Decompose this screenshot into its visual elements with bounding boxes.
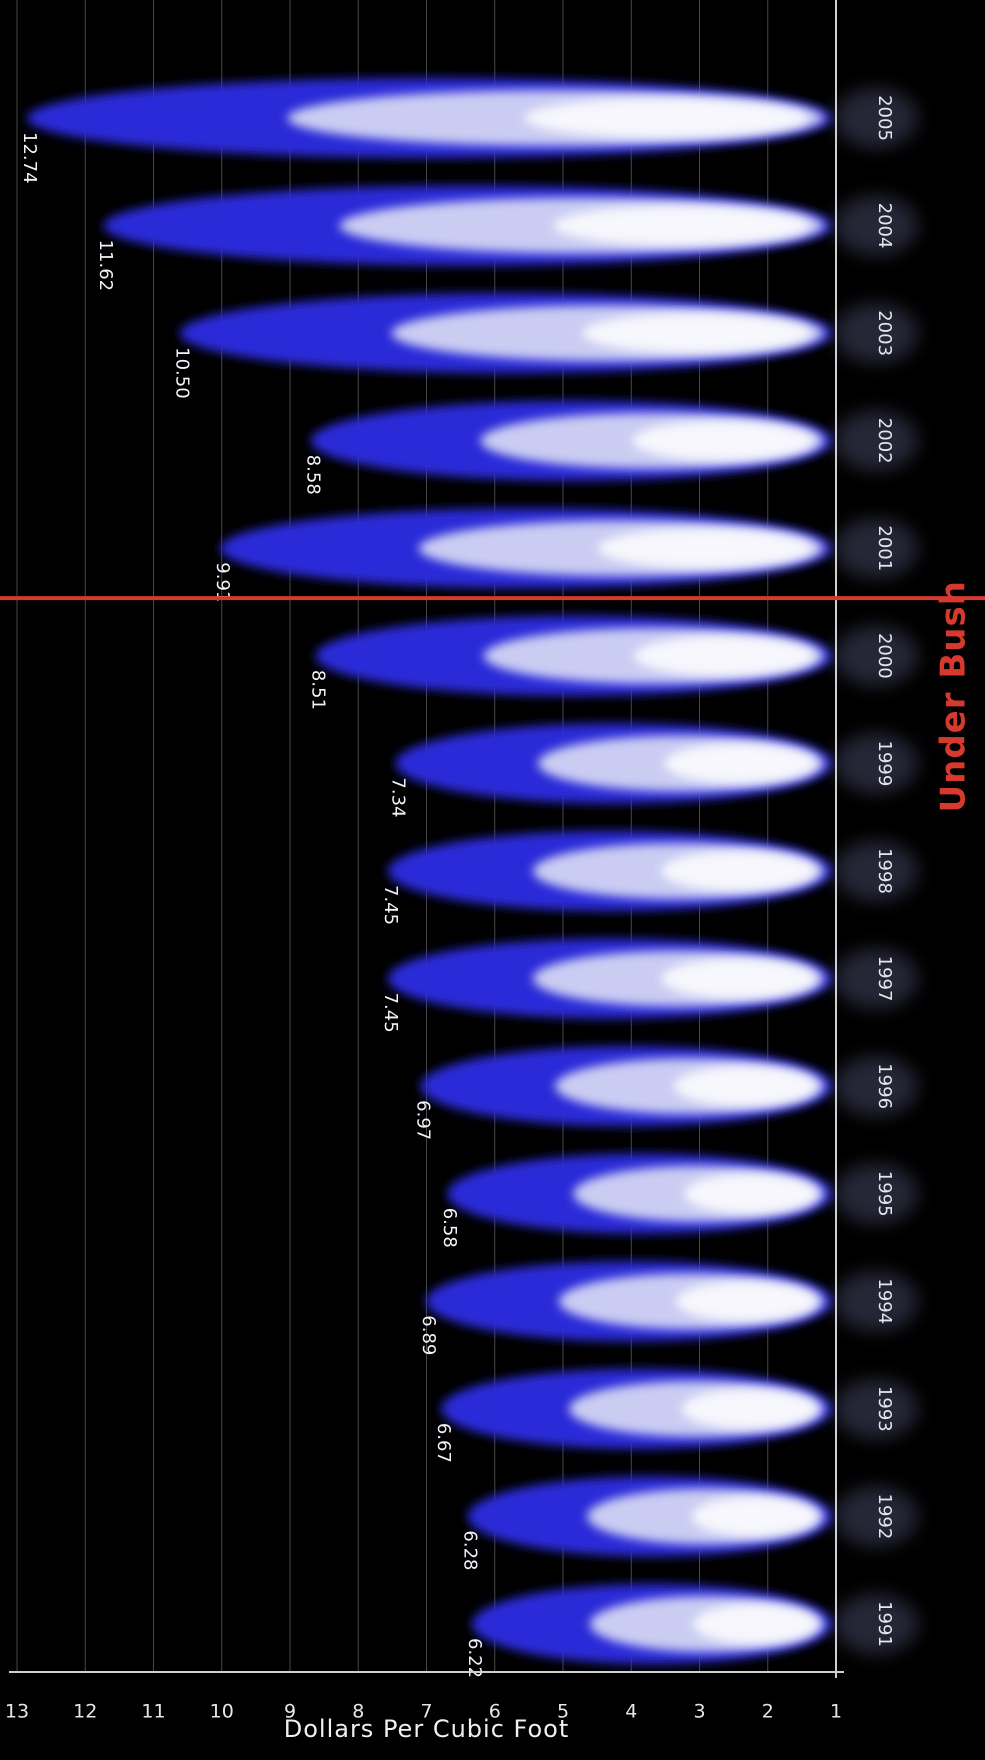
y-tick-label: 10 <box>210 1701 234 1723</box>
x-tick-label: 1991 <box>874 1601 895 1647</box>
flame-bar <box>387 938 918 1019</box>
x-tick-label: 2001 <box>874 525 895 571</box>
data-label: 6.97 <box>413 1100 434 1140</box>
flame-hot <box>633 635 814 676</box>
y-tick-label: 9 <box>284 1701 296 1723</box>
flame-hot <box>524 98 809 138</box>
x-tick-label: 1992 <box>874 1494 895 1540</box>
flame-hot <box>681 1388 817 1429</box>
flame-bar <box>467 1476 918 1557</box>
x-tick-label: 1997 <box>874 956 895 1002</box>
data-label: 10.50 <box>172 347 193 399</box>
flame-bars <box>26 78 918 1664</box>
flame-bar <box>441 1368 918 1449</box>
flame-reflection <box>834 733 918 794</box>
flame-reflection <box>834 410 918 471</box>
flame-bar <box>471 1584 918 1664</box>
y-tick-label: 12 <box>73 1701 97 1723</box>
x-tick-label: 1993 <box>874 1386 895 1432</box>
flame-hot <box>664 743 816 784</box>
data-label: 7.45 <box>380 993 401 1033</box>
y-tick-label: 2 <box>762 1701 774 1723</box>
flame-hot <box>693 1604 818 1644</box>
x-tick-label: 2004 <box>874 203 895 249</box>
flame-reflection <box>834 195 918 256</box>
flame-bar <box>420 1046 918 1127</box>
flame-reflection <box>834 1594 918 1654</box>
data-labels: 6.22 6.28 6.67 6.89 6.58 6.97 7.45 7.45 7.34 8.51… <box>19 132 485 1678</box>
flame-bar <box>26 78 918 158</box>
x-tick-label: 2005 <box>874 95 895 141</box>
flame-hot <box>683 1173 817 1214</box>
flame-reflection <box>834 948 918 1009</box>
flame-hot <box>631 420 814 461</box>
x-tick-label: 1995 <box>874 1171 895 1217</box>
y-tick-label: 13 <box>5 1701 29 1723</box>
x-tick-label: 1998 <box>874 848 895 894</box>
flame-hot <box>661 851 816 891</box>
flame-reflection <box>834 625 918 686</box>
flame-bar <box>219 508 918 589</box>
y-tick-label: 8 <box>352 1701 364 1723</box>
flame-reflection <box>834 1056 918 1117</box>
y-tick-label: 11 <box>141 1701 165 1723</box>
data-label: 9.91 <box>212 562 233 602</box>
flame-hot <box>553 205 810 246</box>
flame-reflection <box>834 1378 918 1439</box>
flame-bar <box>103 185 918 266</box>
flame-hot <box>675 1281 817 1322</box>
data-label: 6.67 <box>433 1423 454 1463</box>
flame-bar <box>395 723 918 804</box>
y-tick-label: 1 <box>830 1701 842 1723</box>
y-tick-label: 7 <box>420 1701 432 1723</box>
y-axis-label: Dollars Per Cubic Foot <box>284 1715 570 1743</box>
flame-hot <box>673 1066 817 1107</box>
x-tick-label: 1999 <box>874 741 895 787</box>
flame-hot <box>691 1496 818 1537</box>
flame-bar <box>315 615 918 696</box>
y-tick-label: 5 <box>557 1701 569 1723</box>
data-label: 8.58 <box>303 455 324 495</box>
grid-lines <box>16 0 769 1672</box>
flame-bar <box>426 1261 918 1342</box>
flame-reflection <box>834 518 918 579</box>
flame-reflection <box>834 1163 918 1224</box>
data-label: 7.34 <box>387 777 408 817</box>
y-tick-label: 4 <box>625 1701 637 1723</box>
flame-reflection <box>834 88 918 148</box>
flame-hot <box>582 313 812 354</box>
x-tick-label: 1996 <box>874 1063 895 1109</box>
flame-bar <box>387 831 918 911</box>
under-bush-annotation: Under Bush <box>934 580 974 812</box>
flame-bar <box>179 293 918 374</box>
flame-bar <box>310 400 918 481</box>
flame-hot <box>661 958 816 999</box>
x-tick-label: 1994 <box>874 1278 895 1324</box>
flame-reflection <box>834 303 918 364</box>
flame-reflection <box>834 841 918 901</box>
data-label: 11.62 <box>95 240 116 292</box>
x-axis-ticks: 1991 1992 1993 1994 1995 1996 1997 1998 1999 2000… <box>874 95 895 1647</box>
data-label: 7.45 <box>380 885 401 925</box>
x-tick-label: 2003 <box>874 310 895 356</box>
data-label: 6.28 <box>460 1530 481 1570</box>
x-tick-label: 2000 <box>874 633 895 679</box>
flame-bar <box>447 1153 918 1234</box>
y-tick-label: 6 <box>489 1701 501 1723</box>
flame-hot <box>597 528 813 569</box>
flame-reflection <box>834 1486 918 1547</box>
x-tick-label: 2002 <box>874 418 895 464</box>
data-label: 6.89 <box>418 1315 439 1355</box>
flame-reflection <box>834 1271 918 1332</box>
data-label: 8.51 <box>307 670 328 710</box>
data-label: 12.74 <box>19 132 40 184</box>
data-label: 6.58 <box>439 1208 460 1248</box>
y-tick-label: 3 <box>693 1701 705 1723</box>
data-label: 6.22 <box>464 1638 485 1678</box>
